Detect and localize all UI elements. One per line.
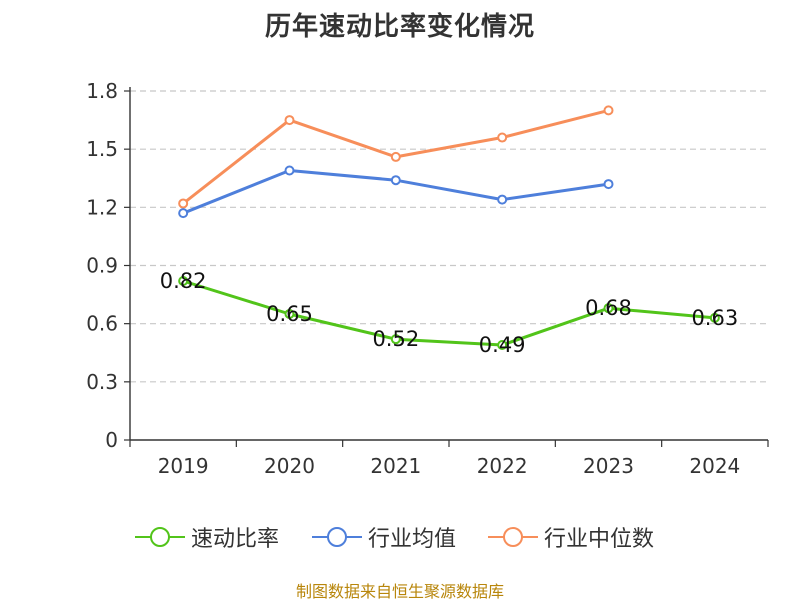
data-point — [497, 339, 508, 350]
legend-item-industry-median[interactable]: 行业中位数 — [488, 517, 654, 557]
chart-title: 历年速动比率变化情况 — [264, 12, 535, 42]
data-point — [603, 179, 614, 190]
data-label: 0.82 — [160, 269, 207, 293]
legend-marker-icon — [312, 524, 362, 550]
legend-item-quick-ratio[interactable]: 速动比率 — [135, 517, 279, 557]
x-tick-label: 2021 — [370, 454, 421, 478]
data-label: 0.68 — [585, 296, 632, 320]
data-point — [390, 175, 401, 186]
data-point — [709, 312, 720, 323]
data-label: 0.65 — [266, 302, 313, 326]
legend-marker-icon — [488, 524, 538, 550]
y-tick-label: 0 — [105, 428, 118, 452]
x-tick-label: 2023 — [583, 454, 634, 478]
data-point — [178, 198, 189, 209]
legend-label: 行业中位数 — [544, 527, 655, 552]
y-tick-label: 1.8 — [86, 79, 118, 103]
x-tick-label: 2024 — [689, 454, 740, 478]
x-tick-label: 2019 — [158, 454, 209, 478]
y-tick-label: 1.5 — [86, 137, 118, 161]
y-tick-label: 1.2 — [86, 195, 118, 219]
data-labels: 0.82 0.65 0.52 0.49 0.68 0.63 — [160, 269, 738, 357]
data-point — [284, 115, 295, 126]
data-point — [390, 151, 401, 162]
data-label: 0.63 — [691, 306, 738, 330]
data-point — [603, 303, 614, 314]
data-point — [497, 194, 508, 205]
grid-lines — [130, 90, 768, 383]
legend: 速动比率 行业均值 行业中位数 — [0, 517, 800, 557]
y-tick-label: 0.6 — [86, 312, 118, 336]
legend-label: 行业均值 — [368, 527, 457, 552]
data-point — [178, 208, 189, 219]
legend-label: 速动比率 — [191, 527, 280, 552]
series-lines — [178, 105, 720, 350]
data-label: 0.49 — [479, 333, 526, 357]
series-line — [182, 279, 715, 347]
y-tick-label: 0.9 — [86, 254, 118, 278]
data-point — [390, 334, 401, 345]
y-tick-label: 0.3 — [86, 370, 118, 394]
data-point — [603, 105, 614, 116]
data-point — [497, 132, 508, 143]
data-label: 0.52 — [372, 327, 419, 351]
data-point — [284, 165, 295, 176]
x-tick-label: 2020 — [264, 454, 315, 478]
source-note: 制图数据来自恒生聚源数据库 — [295, 582, 504, 601]
axes: 0 0.3 0.6 0.9 1.2 1.5 1.8 2019 2020 2021 2022 2023 2… — [86, 79, 769, 478]
legend-marker-icon — [135, 524, 185, 550]
x-tick-label: 2022 — [477, 454, 528, 478]
data-point — [284, 308, 295, 319]
legend-item-industry-mean[interactable]: 行业均值 — [312, 517, 456, 557]
data-point — [178, 276, 189, 287]
